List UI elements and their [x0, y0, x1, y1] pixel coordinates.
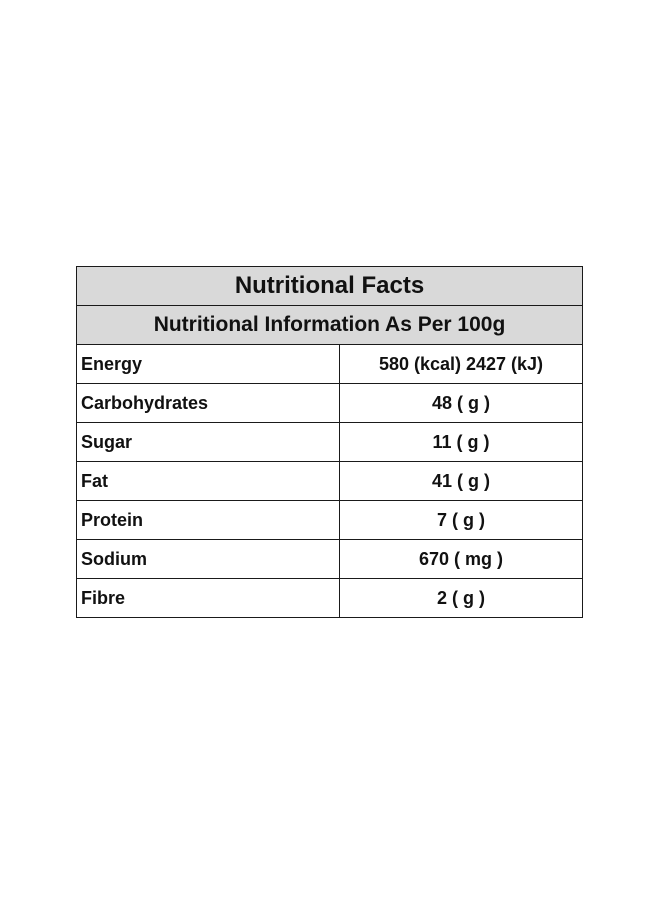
table-row: Fat 41 ( g ): [76, 461, 583, 501]
table-subtitle-row: Nutritional Information As Per 100g: [76, 305, 583, 345]
nutrient-name-fat: Fat: [76, 461, 340, 501]
nutrient-value-energy: 580 (kcal) 2427 (kJ): [339, 344, 583, 384]
nutrition-facts-table: Nutritional Facts Nutritional Informatio…: [76, 266, 583, 618]
nutrient-value-sodium: 670 ( mg ): [339, 539, 583, 579]
nutrient-value-fat: 41 ( g ): [339, 461, 583, 501]
nutrient-name-sodium: Sodium: [76, 539, 340, 579]
table-title: Nutritional Facts: [76, 266, 583, 306]
table-row: Energy 580 (kcal) 2427 (kJ): [76, 344, 583, 384]
nutrient-name-protein: Protein: [76, 500, 340, 540]
table-row: Fibre 2 ( g ): [76, 578, 583, 618]
table-title-row: Nutritional Facts: [76, 266, 583, 306]
nutrient-value-sugar: 11 ( g ): [339, 422, 583, 462]
nutrient-value-carbohydrates: 48 ( g ): [339, 383, 583, 423]
nutrient-name-energy: Energy: [76, 344, 340, 384]
nutrient-value-protein: 7 ( g ): [339, 500, 583, 540]
nutrient-name-sugar: Sugar: [76, 422, 340, 462]
table-row: Sodium 670 ( mg ): [76, 539, 583, 579]
nutrient-name-carbohydrates: Carbohydrates: [76, 383, 340, 423]
nutrient-name-fibre: Fibre: [76, 578, 340, 618]
nutrient-value-fibre: 2 ( g ): [339, 578, 583, 618]
table-row: Carbohydrates 48 ( g ): [76, 383, 583, 423]
table-row: Sugar 11 ( g ): [76, 422, 583, 462]
table-row: Protein 7 ( g ): [76, 500, 583, 540]
table-subtitle: Nutritional Information As Per 100g: [76, 305, 583, 345]
